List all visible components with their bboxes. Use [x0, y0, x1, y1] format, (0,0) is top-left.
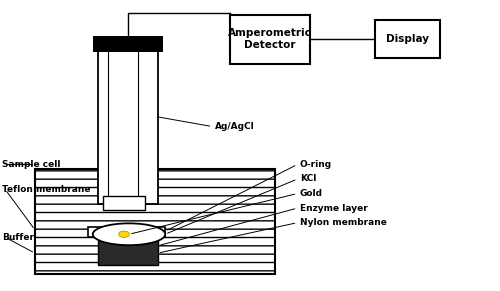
Text: Enzyme layer: Enzyme layer [300, 204, 368, 212]
Text: Buffer: Buffer [2, 233, 34, 242]
Bar [35, 169, 275, 274]
Ellipse shape [118, 231, 130, 237]
Bar [92, 36, 162, 52]
Text: KCl: KCl [300, 175, 316, 183]
Bar [102, 196, 145, 210]
Bar [98, 236, 158, 265]
Text: Gold: Gold [300, 189, 323, 198]
Bar [230, 15, 310, 64]
Bar [88, 227, 165, 237]
Text: Sample cell: Sample cell [2, 160, 61, 169]
Text: Ag/AgCl: Ag/AgCl [215, 122, 255, 131]
Bar [98, 47, 158, 204]
Text: O-ring: O-ring [300, 160, 332, 169]
Text: Amperometric
Detector: Amperometric Detector [228, 29, 312, 50]
Text: Teflon membrane: Teflon membrane [2, 185, 91, 194]
Text: Display: Display [386, 34, 429, 44]
Ellipse shape [93, 223, 165, 245]
Bar [375, 20, 440, 58]
Text: Nylon membrane: Nylon membrane [300, 218, 387, 227]
Bar [35, 169, 275, 274]
